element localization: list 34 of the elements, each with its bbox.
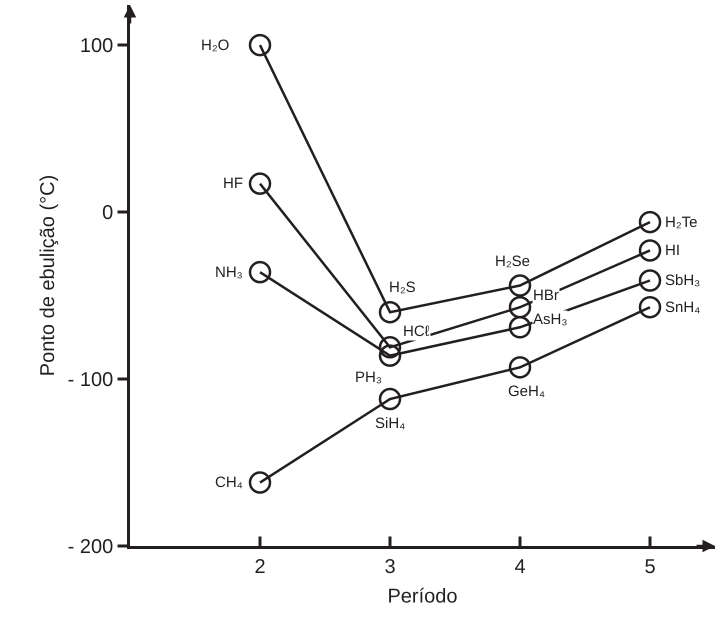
y-tick-label: - 200 bbox=[68, 536, 114, 558]
point bbox=[248, 260, 272, 284]
annotation: H₂O bbox=[201, 37, 230, 54]
y-tick-label: - 100 bbox=[68, 369, 114, 392]
annotation: SiH₄ bbox=[375, 415, 406, 432]
point bbox=[248, 34, 272, 56]
y-tick-label: 0 bbox=[102, 202, 114, 224]
point bbox=[638, 269, 662, 292]
point bbox=[638, 296, 662, 318]
x-tick-label: 5 bbox=[644, 556, 656, 578]
annotation: HCℓ bbox=[403, 323, 430, 340]
point bbox=[638, 239, 662, 262]
annotation: NH₃ bbox=[215, 264, 243, 281]
annotation: HBr bbox=[533, 287, 559, 304]
annotation: PH₃ bbox=[355, 369, 382, 386]
annotation: HI bbox=[665, 242, 680, 259]
point bbox=[248, 471, 272, 494]
x-tick-label: 2 bbox=[254, 556, 266, 578]
point bbox=[638, 210, 662, 234]
y-axis-title: Ponto de ebulição (°C) bbox=[37, 174, 60, 376]
annotation: AsH₃ bbox=[533, 311, 568, 328]
annotation: H₂S bbox=[389, 279, 416, 296]
x-tick-label: 4 bbox=[514, 556, 526, 578]
annotation: GeH₄ bbox=[508, 383, 545, 400]
annotation: H₂Te bbox=[665, 214, 698, 231]
x-axis-title: Período bbox=[387, 585, 458, 608]
annotation: HF bbox=[223, 175, 243, 192]
annotation: CH₄ bbox=[215, 474, 243, 491]
annotation: SnH₄ bbox=[665, 299, 700, 316]
x-tick-label: 3 bbox=[384, 556, 396, 578]
point bbox=[248, 172, 272, 195]
annotation: SbH₃ bbox=[665, 272, 700, 289]
y-tick-label: 100 bbox=[80, 35, 114, 58]
annotation: H₂Se bbox=[495, 253, 530, 270]
